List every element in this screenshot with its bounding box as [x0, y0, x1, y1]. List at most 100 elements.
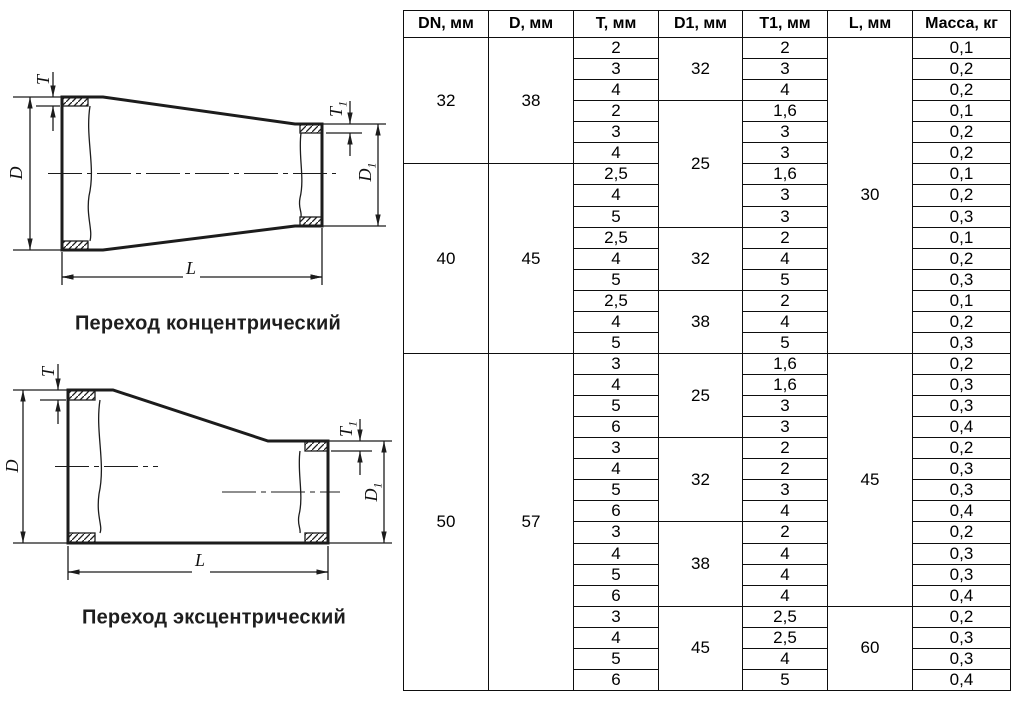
cell-t1: 2: [742, 36, 828, 60]
cell-t1: 3: [742, 142, 828, 165]
cell-d1: 25: [658, 352, 743, 439]
cell-mass: 0,3: [912, 268, 1011, 291]
cell-l: 60: [827, 605, 913, 692]
cell-mass: 0,4: [912, 500, 1011, 523]
cell-d1: 32: [658, 36, 743, 102]
cell-mass: 0,2: [912, 184, 1011, 207]
cell-t1: 2: [742, 226, 828, 249]
cell-mass: 0,2: [912, 352, 1011, 376]
cell-d: 38: [488, 36, 574, 165]
cell-t: 3: [573, 58, 659, 81]
cell-t: 3: [573, 605, 659, 628]
table-row: 50 57 3 25 1,6 45 0,2: [403, 352, 1011, 692]
concentric-caption: Переход концентрический: [74, 312, 342, 335]
cell-t: 3: [573, 437, 659, 460]
table-row: 2 25 1,6 0,1: [404, 100, 1011, 228]
cell-l: 30: [827, 37, 913, 354]
header-t1: T1, мм: [742, 10, 828, 38]
cell-t1: 4: [742, 500, 828, 523]
cell-mass: 0,1: [912, 100, 1011, 123]
cell-t: 2,5: [573, 163, 659, 186]
cell-t1: 1,6: [742, 373, 828, 397]
cell-t1: 4: [742, 563, 828, 586]
cell-t1: 4: [742, 247, 828, 270]
header-dn: DN, мм: [403, 10, 489, 38]
table-row: 2,5 38 2 0,1: [404, 289, 1011, 354]
table-row: 6 5 0,4: [404, 668, 1011, 692]
cell-t: 3: [573, 121, 659, 144]
cell-t: 2: [573, 100, 659, 123]
cell-t1: 3: [742, 416, 828, 439]
cell-t: 4: [573, 626, 659, 649]
cell-mass: 0,2: [912, 121, 1011, 144]
cell-t: 4: [573, 142, 659, 165]
cell-d: 45: [488, 163, 574, 354]
cell-mass: 0,3: [912, 395, 1011, 418]
cell-t: 5: [573, 647, 659, 670]
table-row: 4 4 0,2: [404, 247, 1011, 270]
cell-t1: 3: [742, 479, 828, 502]
cell-mass: 0,1: [912, 289, 1011, 312]
eccentric-reducer-drawing: [13, 364, 392, 580]
cell-mass: 0,3: [912, 626, 1011, 649]
dim-label-d-fig2: D: [2, 459, 22, 473]
cell-t: 6: [573, 416, 659, 439]
cell-t: 2: [573, 36, 659, 60]
cell-d1: 32: [658, 437, 743, 523]
dim-label-t-fig1: T: [33, 74, 53, 86]
cell-t1: 2: [742, 521, 828, 544]
header-d: D, мм: [488, 10, 574, 38]
cell-d1: 38: [658, 289, 743, 354]
table-row: 3 32 2 0,2: [404, 437, 1011, 523]
cell-t1: 1,6: [742, 163, 828, 186]
cell-mass: 0,2: [912, 521, 1011, 544]
cell-t1: 3: [742, 58, 828, 81]
cell-t1: 5: [742, 331, 828, 354]
cell-t: 6: [573, 500, 659, 523]
cell-mass: 0,3: [912, 647, 1011, 670]
cell-mass: 0,4: [912, 584, 1011, 607]
header-t: T, мм: [573, 10, 659, 38]
table-row: 4 3 0,2: [404, 184, 1011, 207]
dim-label-l-fig2: L: [194, 550, 206, 570]
table-row: 4 2,5 0,3: [404, 626, 1011, 649]
table-row: 3 3 0,2: [404, 121, 1011, 144]
cell-d1: 32: [658, 226, 743, 291]
table-row: 3 45 2,5 60 0,2: [404, 605, 1011, 692]
cell-mass: 0,1: [912, 36, 1011, 60]
table-row: 5 5 0,3: [404, 268, 1011, 291]
header-mass: Масса, кг: [912, 10, 1011, 38]
cell-t: 5: [573, 205, 659, 228]
cell-t1: 1,6: [742, 352, 828, 376]
cell-t: 4: [573, 310, 659, 333]
cell-mass: 0,2: [912, 437, 1011, 460]
table-row: 5 4 0,3: [404, 563, 1011, 586]
reducer-drawings: [13, 72, 392, 580]
cell-d1: 25: [658, 100, 743, 228]
cell-t1: 4: [742, 542, 828, 565]
cell-t: 5: [573, 268, 659, 291]
dim-label-t-fig2: T: [38, 366, 58, 378]
cell-t1: 3: [742, 205, 828, 228]
cell-t: 2,5: [573, 289, 659, 312]
cell-t1: 3: [742, 184, 828, 207]
cell-mass: 0,2: [912, 142, 1011, 165]
cell-t1: 5: [742, 268, 828, 291]
cell-t: 3: [573, 521, 659, 544]
header-l: L, мм: [827, 10, 913, 38]
cell-t: 4: [573, 247, 659, 270]
cell-t1: 2: [742, 289, 828, 312]
cell-mass: 0,3: [912, 479, 1011, 502]
cell-t: 2,5: [573, 226, 659, 249]
dim-label-l-fig1: L: [185, 258, 197, 278]
cell-t1: 3: [742, 121, 828, 144]
cell-mass: 0,3: [912, 563, 1011, 586]
spec-table: DN, мм D, мм T, мм D1, мм T1, мм L, мм М…: [403, 10, 1011, 692]
cell-mass: 0,2: [912, 605, 1011, 628]
dim-label-d1-fig1: D1: [355, 162, 379, 182]
table-row: 3 38 2 0,2: [404, 521, 1011, 607]
dim-label-t1-fig1: T1: [326, 100, 350, 118]
cell-d1: 38: [658, 521, 743, 607]
cell-mass: 0,2: [912, 310, 1011, 333]
cell-dn: 50: [403, 352, 489, 692]
